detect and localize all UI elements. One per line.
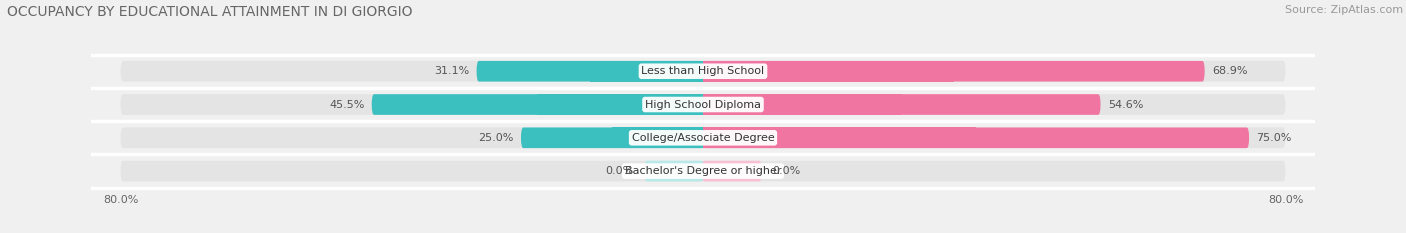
FancyBboxPatch shape: [645, 161, 703, 182]
Text: 0.0%: 0.0%: [606, 166, 634, 176]
Bar: [612, 127, 703, 148]
Bar: [703, 61, 953, 82]
Text: Source: ZipAtlas.com: Source: ZipAtlas.com: [1285, 5, 1403, 15]
Text: 0.0%: 0.0%: [772, 166, 800, 176]
Text: 25.0%: 25.0%: [478, 133, 513, 143]
Text: 75.0%: 75.0%: [1257, 133, 1292, 143]
FancyBboxPatch shape: [121, 161, 1285, 182]
Text: 31.1%: 31.1%: [434, 66, 470, 76]
FancyBboxPatch shape: [703, 161, 761, 182]
Text: High School Diploma: High School Diploma: [645, 99, 761, 110]
Text: College/Associate Degree: College/Associate Degree: [631, 133, 775, 143]
Text: 54.6%: 54.6%: [1108, 99, 1143, 110]
Text: 68.9%: 68.9%: [1212, 66, 1247, 76]
Text: 45.5%: 45.5%: [329, 99, 364, 110]
Text: OCCUPANCY BY EDUCATIONAL ATTAINMENT IN DI GIORGIO: OCCUPANCY BY EDUCATIONAL ATTAINMENT IN D…: [7, 5, 412, 19]
Bar: [673, 161, 703, 182]
Bar: [589, 61, 703, 82]
FancyBboxPatch shape: [522, 127, 703, 148]
Text: Less than High School: Less than High School: [641, 66, 765, 76]
Bar: [703, 94, 901, 115]
Text: Bachelor's Degree or higher: Bachelor's Degree or higher: [624, 166, 782, 176]
FancyBboxPatch shape: [121, 127, 1285, 148]
Bar: [703, 161, 733, 182]
Bar: [537, 94, 703, 115]
FancyBboxPatch shape: [703, 127, 1249, 148]
FancyBboxPatch shape: [121, 61, 1285, 82]
FancyBboxPatch shape: [121, 94, 1285, 115]
FancyBboxPatch shape: [703, 94, 1101, 115]
Bar: [703, 127, 976, 148]
FancyBboxPatch shape: [703, 61, 1205, 82]
FancyBboxPatch shape: [477, 61, 703, 82]
FancyBboxPatch shape: [371, 94, 703, 115]
